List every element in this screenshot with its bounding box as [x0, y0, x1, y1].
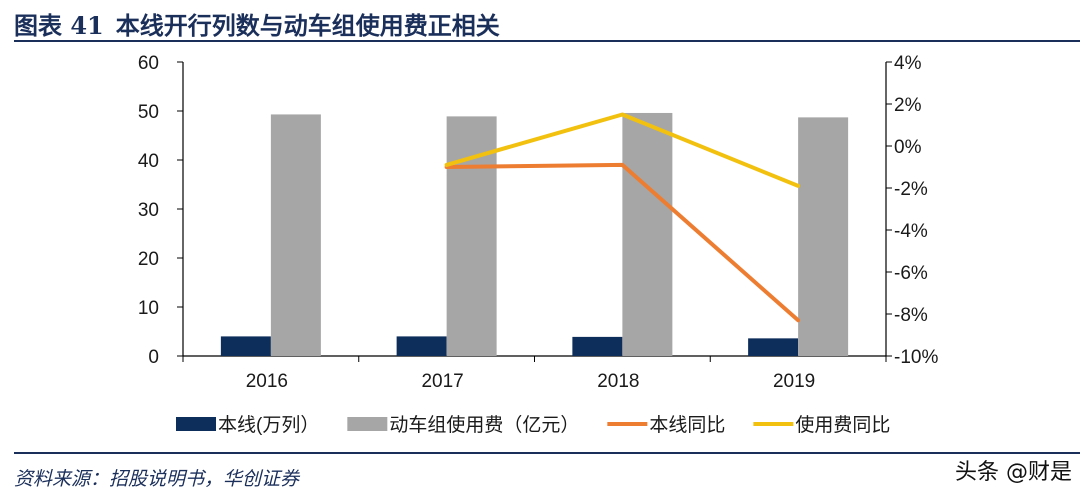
x-tick-label: 2017: [421, 371, 463, 392]
watermark: 头条 @财是: [955, 460, 1072, 485]
left-tick-label: 50: [138, 102, 159, 123]
left-tick-label: 40: [138, 151, 159, 172]
left-tick-label: 60: [138, 53, 159, 74]
bar: [798, 117, 849, 357]
right-tick-label: -2%: [894, 179, 928, 200]
right-tick-label: 2%: [894, 95, 922, 116]
left-tick-label: 10: [138, 298, 159, 319]
figure-number: 图表 41: [14, 11, 104, 40]
series-line: [444, 162, 801, 323]
legend-swatch: [176, 417, 216, 431]
x-tick-label: 2016: [246, 371, 288, 392]
figure-footer: 资料来源：招股说明书，华创证券 头条 @财是: [14, 452, 1080, 493]
bar: [270, 114, 321, 357]
legend-label: 动车组使用费（亿元）: [389, 414, 579, 436]
x-tick-label: 2018: [597, 371, 639, 392]
bar: [396, 336, 447, 356]
legend-swatch: [347, 417, 388, 431]
legend-label: 使用费同比: [795, 414, 890, 436]
left-tick-label: 0: [148, 347, 159, 368]
figure-title-text: 本线开行列数与动车组使用费正相关: [115, 11, 500, 40]
right-tick-label: -8%: [894, 305, 928, 326]
right-tick-label: 4%: [894, 53, 922, 74]
left-tick-label: 20: [138, 249, 159, 270]
bar: [220, 336, 271, 356]
figure-title: 图表 41 本线开行列数与动车组使用费正相关: [14, 6, 512, 41]
left-tick-label: 30: [138, 200, 159, 221]
legend-label: 本线同比: [649, 414, 725, 436]
right-tick-label: 0%: [894, 137, 922, 158]
right-tick-label: -4%: [894, 221, 928, 242]
legend-label: 本线(万列）: [218, 414, 319, 436]
figure-header: 图表 41 本线开行列数与动车组使用费正相关: [14, 2, 1080, 42]
right-tick-label: -10%: [894, 347, 938, 368]
bar: [622, 112, 673, 357]
x-tick-label: 2019: [773, 371, 815, 392]
bar: [572, 336, 623, 356]
right-tick-label: -6%: [894, 263, 928, 284]
bar: [748, 338, 799, 356]
source-note: 资料来源：招股说明书，华创证券: [14, 468, 300, 490]
series-line: [444, 112, 801, 188]
